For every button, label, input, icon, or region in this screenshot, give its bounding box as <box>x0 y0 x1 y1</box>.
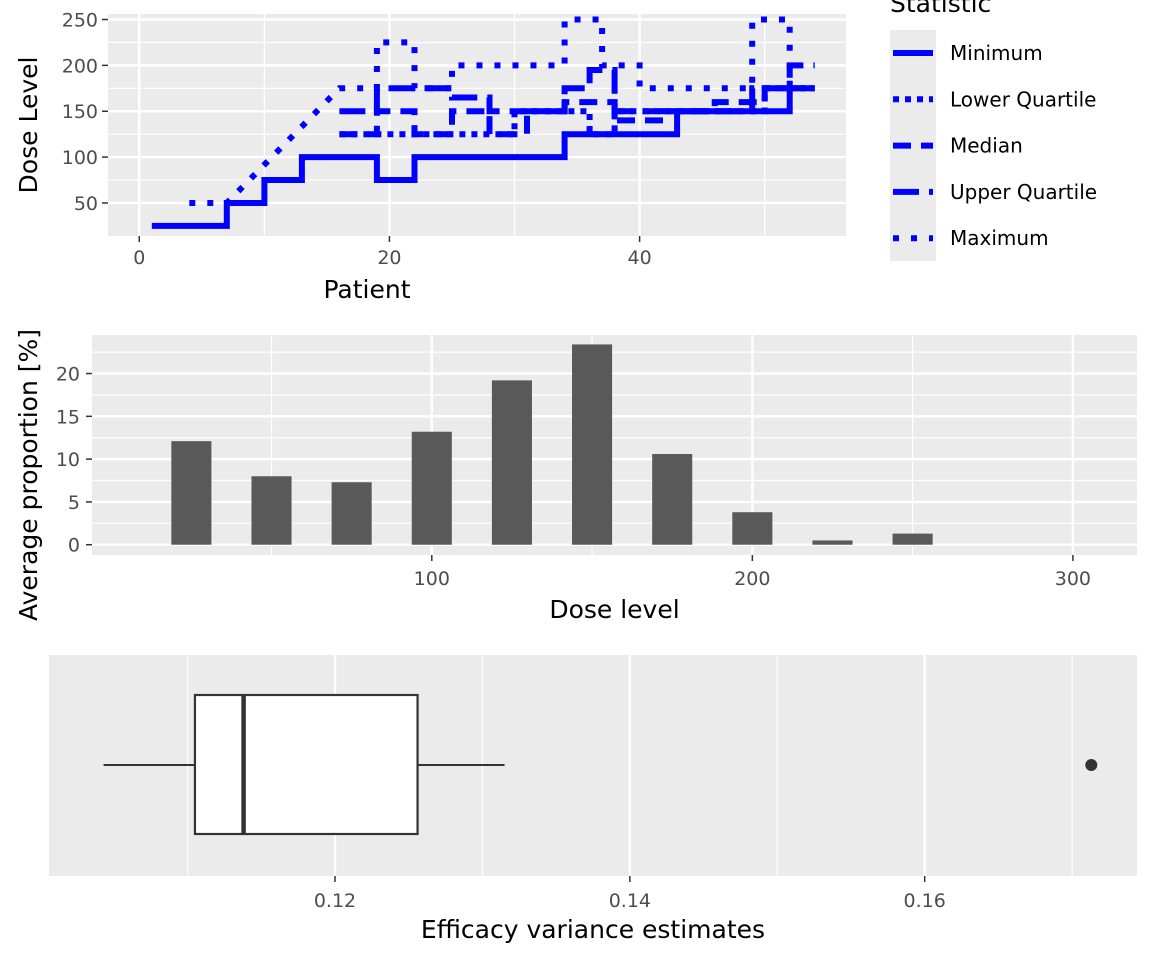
legend-label: Median <box>950 134 1023 158</box>
dose-panel-background <box>108 14 846 236</box>
dose-x-axis-title: Patient <box>323 275 410 304</box>
legend: Statistic Minimum Lower Quartile Median Uppe… <box>890 0 1097 261</box>
proportion-tick-label-y: 10 <box>56 449 80 471</box>
bar <box>572 344 613 545</box>
proportion-y-axis-title: Average proportion [%] <box>14 329 43 621</box>
proportion-tick-label-x: 200 <box>734 568 770 590</box>
bar <box>491 380 532 545</box>
bar <box>812 540 853 545</box>
proportion-x-axis-title: Dose level <box>549 595 679 624</box>
proportion-tick-label-y: 15 <box>56 406 80 428</box>
box-iqr <box>193 693 419 836</box>
bar <box>171 441 212 545</box>
legend-label: Lower Quartile <box>950 87 1096 111</box>
proportion-panel-background <box>92 335 1137 555</box>
dose-tick-label-y: 150 <box>62 101 98 123</box>
series-line-maximum <box>189 16 815 206</box>
bar <box>411 431 452 545</box>
variance-x-axis-title: Efficacy variance estimates <box>421 915 765 944</box>
proportion-tick-label-y: 0 <box>68 535 80 557</box>
variance-panel: 0.12 0.14 0.16 Efficacy variance estimates <box>49 655 1137 944</box>
series-line-upper-quartile <box>339 62 815 115</box>
proportion-tick-label-x: 100 <box>414 568 450 590</box>
dose-tick-label-y: 50 <box>74 193 98 215</box>
dose-tick-label-y: 250 <box>62 10 98 32</box>
dose-tick-label-x: 0 <box>133 247 145 269</box>
variance-tick-label-x: 0.12 <box>314 890 356 912</box>
bar <box>652 453 693 545</box>
dose-tick-label-x: 20 <box>377 247 401 269</box>
legend-label: Minimum <box>950 41 1043 65</box>
variance-tick-label-x: 0.14 <box>609 890 651 912</box>
proportion-tick-label-y: 5 <box>68 492 80 514</box>
bar <box>732 512 773 545</box>
dose-panel: 0 20 40 50 100 150 200 250 Patient Dose Level Stat… <box>14 0 1097 304</box>
legend-title: Statistic <box>890 0 991 18</box>
proportion-tick-label-x: 300 <box>1055 568 1091 590</box>
proportion-tick-label-y: 20 <box>56 364 80 386</box>
variance-tick-label-x: 0.16 <box>904 890 946 912</box>
bar <box>251 476 292 545</box>
bar <box>331 482 372 545</box>
dose-tick-label-y: 200 <box>62 55 98 77</box>
dose-y-axis-title: Dose Level <box>14 57 43 194</box>
dose-tick-label-x: 40 <box>628 247 652 269</box>
proportion-panel: 100 200 300 0 5 10 15 20 Dose level Average propo… <box>14 329 1137 624</box>
legend-label: Upper Quartile <box>950 180 1097 204</box>
series-line-lower-quartile <box>339 85 815 138</box>
box-outlier <box>1085 759 1098 771</box>
bar <box>892 533 933 545</box>
dose-tick-label-y: 100 <box>62 147 98 169</box>
legend-label: Maximum <box>950 226 1049 250</box>
